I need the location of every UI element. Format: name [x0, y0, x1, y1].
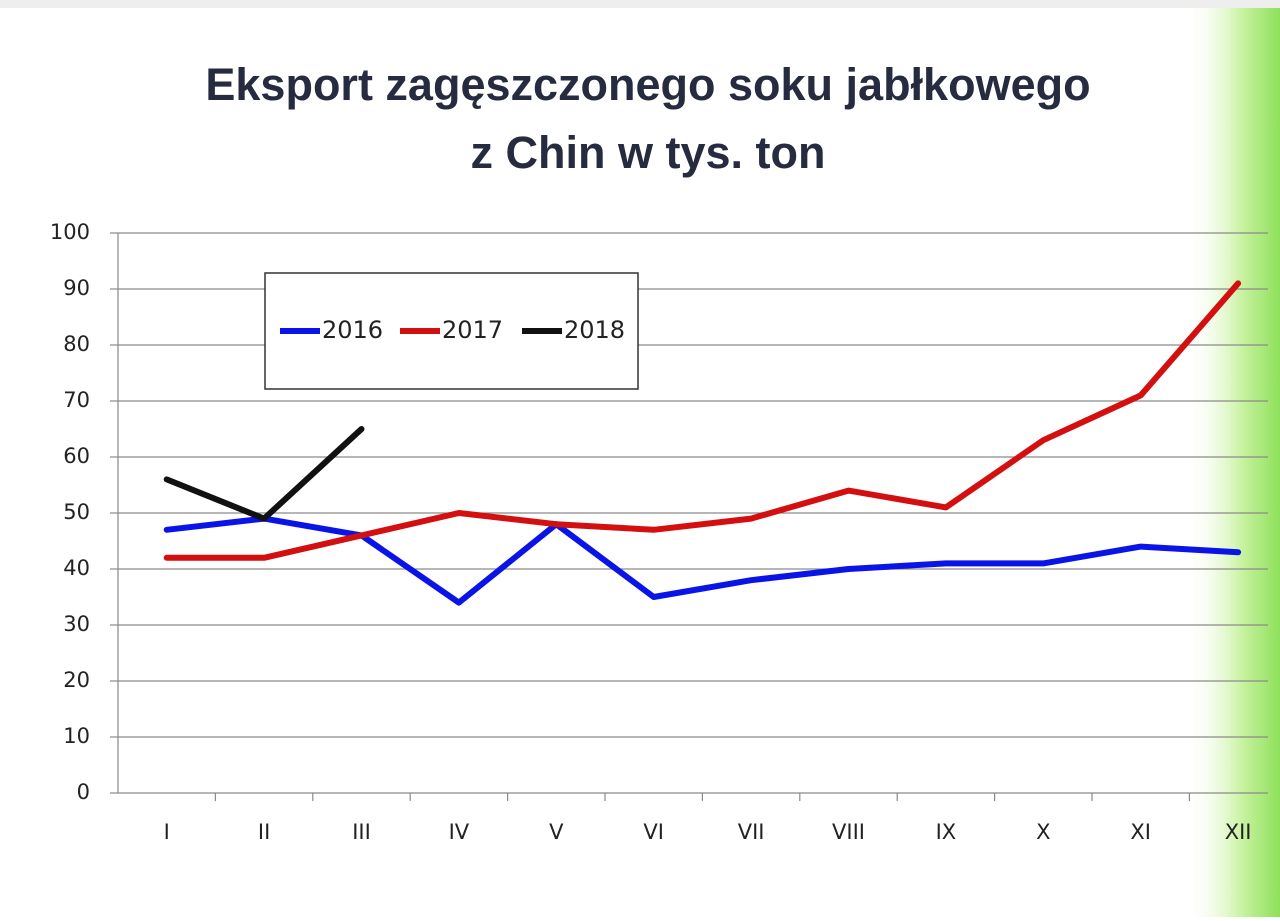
y-tick-label: 100: [50, 220, 90, 244]
y-tick-label: 0: [77, 780, 90, 804]
y-tick-label: 90: [63, 276, 90, 300]
x-tick-label: VII: [738, 820, 765, 844]
y-tick-label: 60: [63, 444, 90, 468]
legend-label: 2018: [564, 316, 625, 344]
series-line: [163, 426, 365, 522]
x-tick-label: IX: [936, 820, 957, 844]
series-line: [163, 280, 1242, 561]
x-tick-label: X: [1036, 820, 1050, 844]
top-strip: [0, 0, 1280, 8]
legend-box: [264, 272, 639, 390]
y-tick-label: 40: [63, 556, 90, 580]
side-gradient: [1185, 8, 1280, 917]
x-tick-label: VIII: [832, 820, 865, 844]
legend-label: 2017: [442, 316, 503, 344]
chart-title: z Chin w tys. ton: [471, 127, 826, 178]
y-tick-label: 30: [63, 612, 90, 636]
y-tick-label: 80: [63, 332, 90, 356]
x-tick-label: II: [258, 820, 270, 844]
x-tick-label: III: [352, 820, 371, 844]
x-tick-label: XI: [1130, 820, 1151, 844]
y-tick-label: 20: [63, 668, 90, 692]
chart-title: Eksport zagęszczonego soku jabłkowego: [205, 59, 1090, 110]
legend-label: 2016: [322, 316, 383, 344]
y-tick-label: 70: [63, 388, 90, 412]
x-tick-label: XII: [1225, 820, 1252, 844]
y-tick-label: 50: [63, 500, 90, 524]
x-tick-label: IV: [449, 820, 470, 844]
x-tick-label: V: [549, 820, 564, 844]
y-tick-label: 10: [63, 724, 90, 748]
x-tick-label: VI: [643, 820, 664, 844]
series-line: [163, 515, 1242, 606]
x-tick-label: I: [164, 820, 170, 844]
